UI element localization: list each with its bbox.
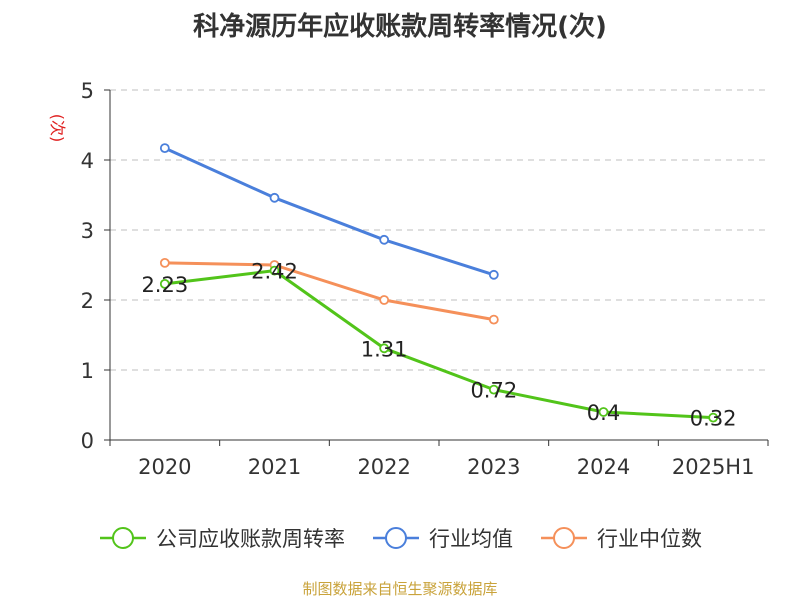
- legend-item[interactable]: 公司应收账款周转率: [98, 523, 345, 553]
- x-tick-label: 2025H1: [672, 455, 755, 479]
- data-point: [159, 257, 170, 268]
- data-point: [379, 343, 390, 354]
- data-point: [269, 265, 280, 276]
- x-tick-label: 2021: [248, 455, 301, 479]
- x-tick-label: 2022: [357, 455, 410, 479]
- legend-swatch-icon: [100, 527, 146, 549]
- series-line: [164, 269, 714, 420]
- data-source-note: 制图数据来自恒生聚源数据库: [302, 580, 498, 598]
- data-point: [159, 143, 170, 154]
- legend-item[interactable]: 行业均值: [371, 523, 513, 553]
- y-tick-label: 1: [81, 359, 94, 383]
- legend-label: 行业均值: [429, 527, 513, 551]
- series-line: [164, 146, 495, 277]
- y-tick-label: 2: [81, 289, 94, 313]
- data-point: [598, 407, 609, 417]
- legend-swatch-icon: [541, 527, 587, 549]
- data-point: [708, 412, 719, 423]
- legend-label: 公司应收账款周转率: [156, 527, 345, 551]
- y-tick-label: 0: [81, 429, 94, 453]
- data-point: [379, 295, 390, 305]
- data-label: 0.32: [690, 407, 737, 431]
- data-label: 1.31: [361, 337, 408, 361]
- series-line: [164, 261, 495, 322]
- x-tick-label: 2020: [138, 455, 191, 479]
- data-point: [488, 384, 499, 395]
- chart-title: 科净源历年应收账款周转率情况(次): [193, 12, 607, 42]
- legend-item[interactable]: 行业中位数: [539, 523, 702, 553]
- y-axis-label: (次): [48, 114, 67, 143]
- legend-label: 行业中位数: [597, 527, 702, 551]
- y-tick-label: 5: [81, 79, 94, 103]
- chart-legend: 公司应收账款周转率 行业均值 行业中位数: [0, 520, 800, 556]
- data-point: [488, 269, 499, 280]
- y-tick-label: 4: [81, 149, 94, 173]
- data-point: [379, 234, 390, 245]
- data-point: [488, 314, 499, 325]
- data-label: 2.42: [251, 260, 298, 284]
- data-label: 0.72: [470, 379, 517, 403]
- legend-swatch-icon: [373, 527, 419, 549]
- y-tick-label: 3: [81, 219, 94, 243]
- x-tick-label: 2023: [467, 455, 520, 479]
- data-point: [269, 192, 280, 203]
- data-point: [159, 278, 170, 289]
- data-label: 2.23: [141, 273, 188, 297]
- x-tick-label: 2024: [577, 455, 630, 479]
- data-label: 0.4: [587, 401, 620, 425]
